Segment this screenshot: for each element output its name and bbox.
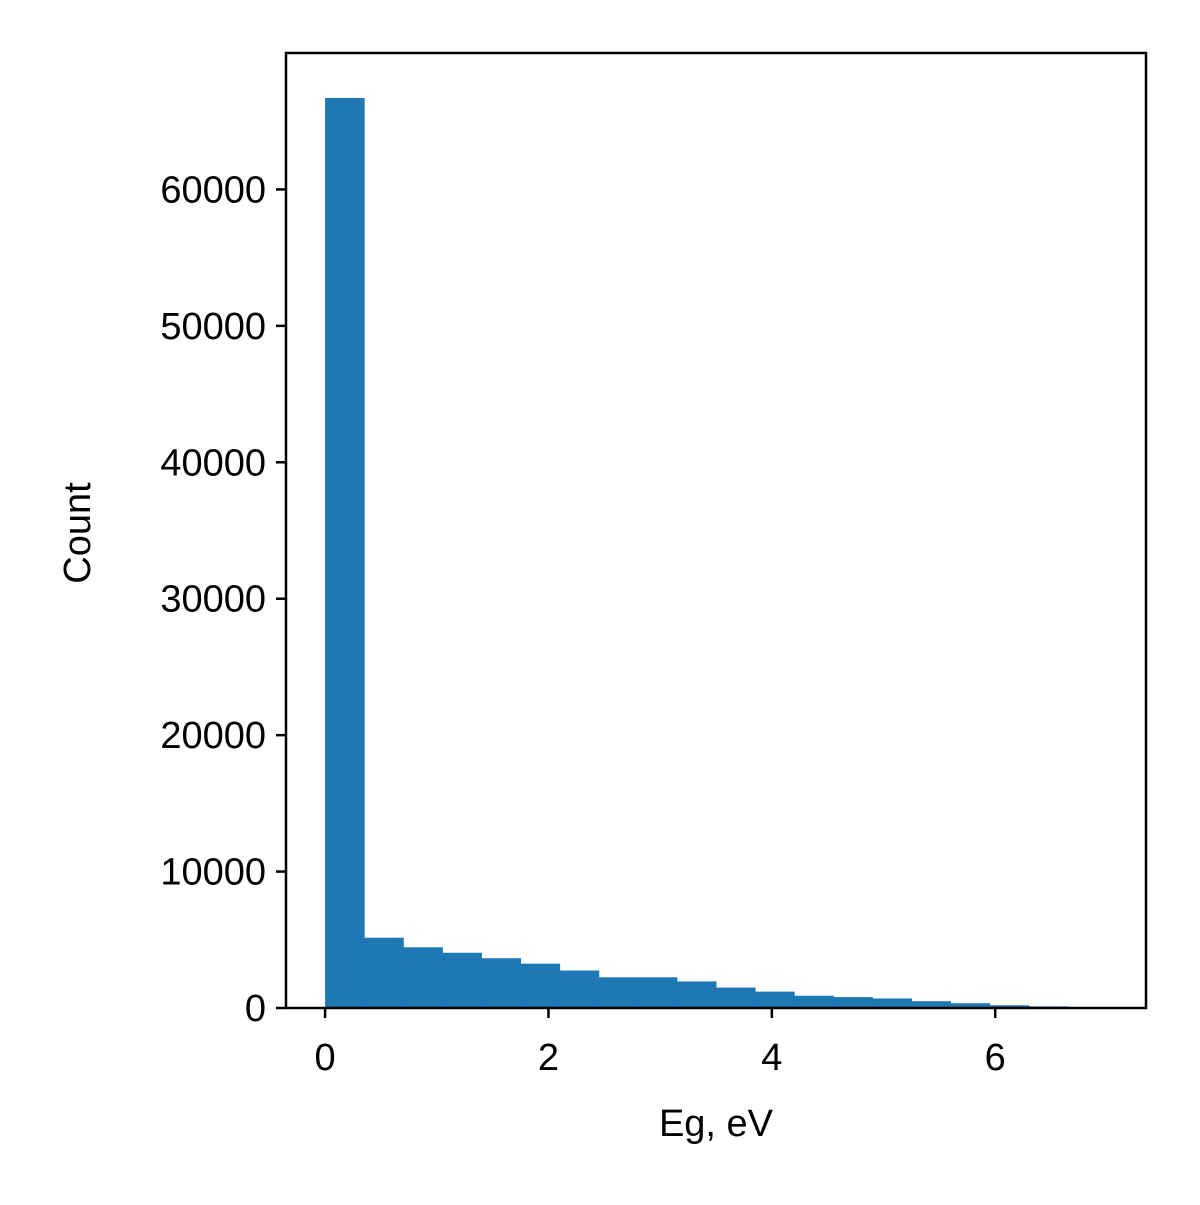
y-tick-label: 60000 [160, 169, 266, 211]
histogram-bar [481, 958, 522, 1008]
histogram-bar [950, 1003, 991, 1008]
histogram-bar [911, 1001, 952, 1008]
y-tick-label: 30000 [160, 579, 266, 621]
histogram-bar [559, 970, 600, 1008]
histogram-bar [403, 947, 443, 1008]
y-tick-label: 20000 [160, 715, 266, 757]
histogram-bar [598, 977, 639, 1008]
x-tick-label: 0 [315, 1037, 336, 1079]
x-axis-label: Eg, eV [659, 1103, 774, 1145]
y-tick-label: 10000 [160, 852, 266, 894]
histogram-bar [442, 952, 482, 1008]
x-tick-label: 2 [538, 1037, 559, 1079]
histogram-bar [520, 963, 561, 1008]
histogram-bar [364, 937, 404, 1008]
x-tick-label: 4 [761, 1037, 782, 1079]
histogram-bar [637, 977, 678, 1008]
histogram-bar [794, 995, 834, 1008]
x-tick-label: 6 [985, 1037, 1006, 1079]
plot-frame [284, 51, 1148, 1010]
histogram-bar [716, 987, 756, 1008]
bars-layer [325, 98, 1108, 1009]
histogram-bar [833, 997, 873, 1008]
histogram-bar [755, 991, 795, 1008]
histogram-bar [676, 981, 717, 1008]
ticks-layer: 0 2 4 6 0 10000 20000 30000 40000 50000 60000 [160, 169, 1005, 1079]
y-axis-label: Count [57, 482, 99, 584]
histogram-bar [325, 98, 365, 1009]
y-tick-label: 50000 [160, 306, 266, 348]
histogram-bar [989, 1005, 1030, 1008]
y-tick-label: 40000 [160, 442, 266, 484]
histogram-bar [872, 998, 912, 1008]
y-tick-label: 0 [245, 988, 266, 1030]
